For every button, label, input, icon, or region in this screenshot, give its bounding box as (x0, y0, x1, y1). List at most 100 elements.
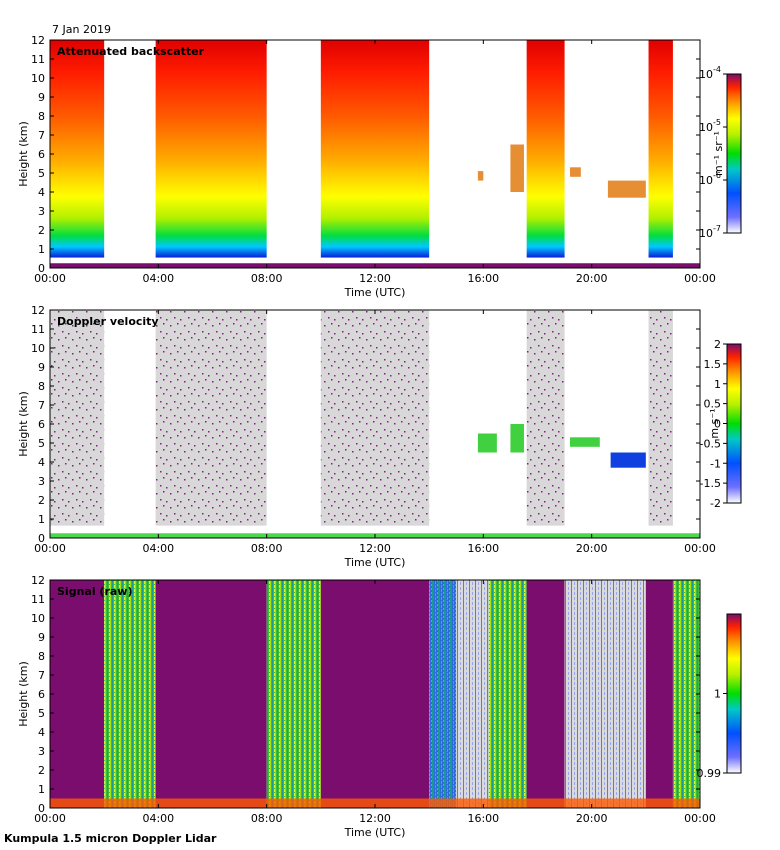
colorbar-tick-label: -0.5 (700, 437, 721, 450)
y-tick-label: 12 (31, 304, 45, 317)
y-tick-label: 10 (31, 342, 45, 355)
x-tick-label: 04:00 (142, 542, 174, 555)
y-tick-label: 3 (38, 205, 45, 218)
backscatter-block (155, 40, 267, 258)
y-tick-label: 3 (38, 745, 45, 758)
y-tick-label: 11 (31, 53, 45, 66)
y-tick-label: 1 (38, 243, 45, 256)
y-tick-label: 9 (38, 361, 45, 374)
y-tick-label: 10 (31, 612, 45, 625)
colorbar-tick-label: -1 (710, 457, 721, 470)
colorbar-tick-label: 1 (714, 688, 721, 701)
y-tick-label: 8 (38, 380, 45, 393)
signal-column (564, 580, 646, 808)
x-tick-label: 04:00 (142, 812, 174, 825)
y-tick-label: 6 (38, 148, 45, 161)
y-tick-label: 0 (38, 262, 45, 275)
colorbar-tick-label: 1 (714, 378, 721, 391)
colorbar-gradient (726, 613, 742, 774)
y-tick-label: 11 (31, 593, 45, 606)
x-tick-label: 16:00 (467, 272, 499, 285)
y-tick-label: 0 (38, 802, 45, 815)
y-tick-label: 2 (38, 224, 45, 237)
x-tick-label: 20:00 (576, 812, 608, 825)
x-tick-label: 20:00 (576, 542, 608, 555)
footer-label: Kumpula 1.5 micron Doppler Lidar (4, 832, 217, 845)
x-tick-label: 16:00 (467, 812, 499, 825)
y-tick-label: 4 (38, 186, 45, 199)
y-tick-label: 8 (38, 650, 45, 663)
y-axis-label: Height (km) (17, 391, 30, 457)
y-tick-label: 3 (38, 475, 45, 488)
y-tick-label: 11 (31, 323, 45, 336)
velocity-noise-block (320, 310, 430, 526)
colorbar-tick-label: -1.5 (700, 477, 721, 490)
y-tick-label: 5 (38, 167, 45, 180)
signal-column (645, 580, 673, 808)
x-axis-label: Time (UTC) (344, 826, 406, 839)
y-tick-label: 0 (38, 532, 45, 545)
colorbar-tick-label: 2 (714, 338, 721, 351)
backscatter-block (50, 40, 105, 258)
x-tick-label: 20:00 (576, 272, 608, 285)
y-axis-label: Height (km) (17, 661, 30, 727)
x-tick-label: 08:00 (251, 272, 283, 285)
colorbar-tick-label: 1.5 (704, 358, 722, 371)
velocity-noise-block (50, 310, 105, 526)
x-tick-label: 12:00 (359, 812, 391, 825)
colorbar-tick-label: 10-4 (699, 65, 721, 81)
y-tick-label: 1 (38, 783, 45, 796)
x-axis-label: Time (UTC) (344, 556, 406, 569)
x-tick-label: 12:00 (359, 542, 391, 555)
y-tick-label: 8 (38, 110, 45, 123)
x-tick-label: 00:00 (684, 272, 716, 285)
x-tick-label: 08:00 (251, 542, 283, 555)
y-tick-label: 2 (38, 764, 45, 777)
y-axis-label: Height (km) (17, 121, 30, 187)
y-tick-label: 5 (38, 707, 45, 720)
x-tick-label: 00:00 (684, 542, 716, 555)
y-tick-label: 4 (38, 456, 45, 469)
y-tick-label: 12 (31, 574, 45, 587)
signal-column (429, 580, 457, 808)
panel-title: Attenuated backscatter (57, 45, 205, 58)
y-tick-label: 7 (38, 669, 45, 682)
velocity-noise-block (526, 310, 565, 526)
colorbar-tick-label: 0 (714, 418, 721, 431)
y-tick-label: 9 (38, 91, 45, 104)
backscatter-block (648, 40, 673, 258)
cloud-layer (607, 180, 646, 198)
signal-column (155, 580, 267, 808)
y-tick-label: 1 (38, 513, 45, 526)
colorbar-tick-label: 0.5 (704, 398, 722, 411)
velocity-noise-block (155, 310, 267, 526)
cloud-layer (570, 167, 581, 177)
cloud-velocity (477, 433, 497, 453)
velocity-noise-block (648, 310, 673, 526)
x-tick-label: 00:00 (34, 812, 66, 825)
signal-column (456, 580, 489, 808)
panel-title: Doppler velocity (57, 315, 159, 328)
signal-column (320, 580, 430, 808)
y-tick-label: 2 (38, 494, 45, 507)
y-tick-label: 7 (38, 129, 45, 142)
x-axis-label: Time (UTC) (344, 286, 406, 299)
signal-surface (50, 798, 700, 808)
signal-column (488, 580, 527, 808)
backscatter-block (320, 40, 430, 258)
colorbar: 2 1.5 1 0.5 0 -0.5 -1 -1.5 -2 m s⁻¹ (700, 338, 742, 510)
x-tick-label: 00:00 (34, 542, 66, 555)
colorbar-tick-label: 10-7 (699, 224, 721, 240)
date-label: 7 Jan 2019 (52, 23, 111, 36)
cloud-layer (477, 171, 484, 181)
backscatter-block (526, 40, 565, 258)
x-tick-label: 00:00 (34, 272, 66, 285)
x-tick-label: 00:00 (684, 812, 716, 825)
colorbar-unit: m s⁻¹ (708, 408, 721, 438)
y-tick-label: 6 (38, 688, 45, 701)
x-tick-label: 08:00 (251, 812, 283, 825)
colorbar-gradient (726, 343, 742, 504)
